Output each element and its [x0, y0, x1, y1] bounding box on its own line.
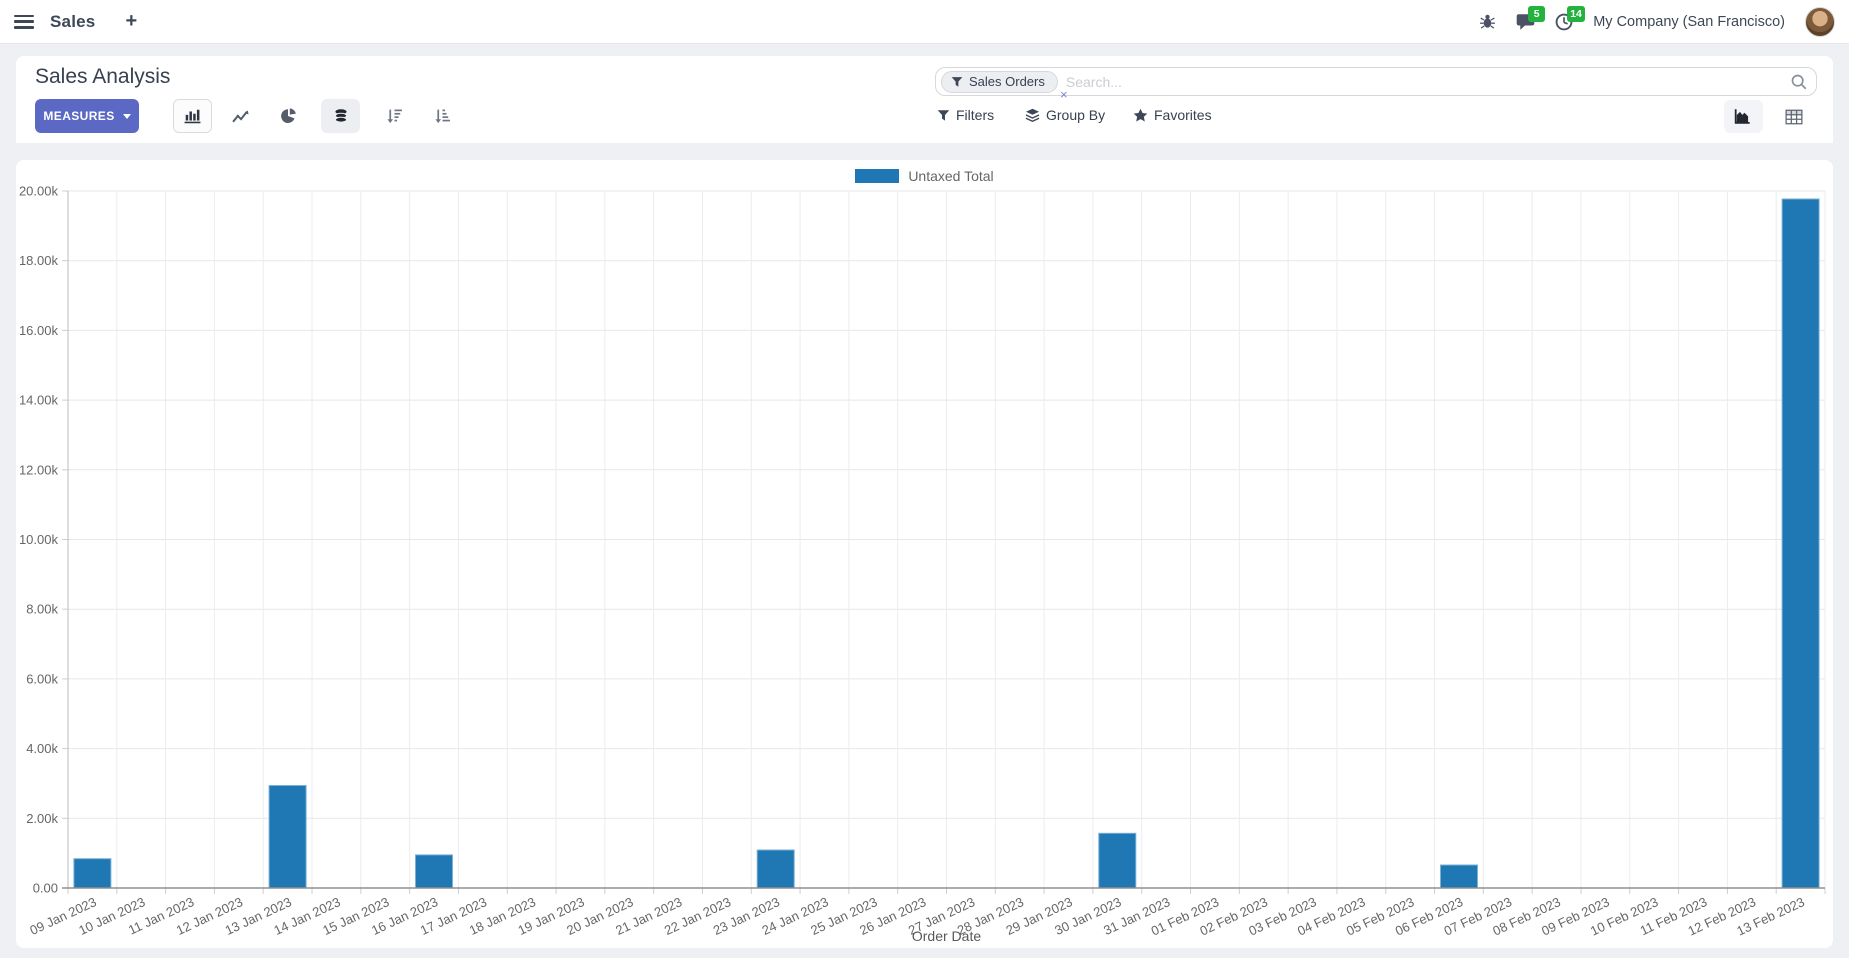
search-input[interactable]	[1065, 73, 1790, 90]
sort-ascending-icon	[435, 109, 450, 124]
measures-label: MEASURES	[43, 109, 115, 123]
bars	[73, 198, 1820, 889]
search-facet-sales-orders[interactable]: Sales Orders	[941, 70, 1058, 93]
debug-bug-icon[interactable]	[1479, 13, 1496, 30]
facet-label: Sales Orders	[969, 74, 1045, 89]
stacked-toggle-button[interactable]	[321, 99, 360, 133]
bar[interactable]	[1440, 864, 1478, 889]
x-axis-title: Order Date	[911, 928, 982, 944]
svg-text:16.00k: 16.00k	[19, 323, 59, 338]
facet-remove-button[interactable]: ×	[1060, 87, 1068, 102]
page-title: Sales Analysis	[35, 65, 171, 88]
funnel-icon	[951, 76, 963, 87]
legend-item-untaxed-total[interactable]: Untaxed Total	[16, 166, 1833, 186]
filters-label: Filters	[956, 107, 995, 123]
bar[interactable]	[1098, 832, 1137, 889]
svg-text:14.00k: 14.00k	[19, 393, 59, 408]
magnifier-icon[interactable]	[1790, 73, 1808, 91]
area-chart-view-icon	[1734, 109, 1750, 124]
new-tab-button[interactable]: +	[125, 10, 138, 32]
measures-dropdown-button[interactable]: MEASURES	[35, 99, 139, 133]
filters-button[interactable]: Filters	[937, 102, 994, 128]
gridlines	[68, 190, 1826, 888]
app-name[interactable]: Sales	[50, 11, 96, 31]
bar[interactable]	[415, 854, 453, 889]
favorites-button[interactable]: Favorites	[1133, 102, 1212, 128]
pivot-view-icon	[1785, 109, 1802, 124]
stacked-database-icon	[334, 108, 347, 123]
layers-icon	[1025, 108, 1040, 122]
sort-descending-icon	[387, 109, 402, 124]
svg-text:10.00k: 10.00k	[19, 532, 59, 547]
svg-text:6.00k: 6.00k	[26, 671, 58, 686]
control-panel: Sales Analysis MEASURES	[16, 56, 1833, 143]
chart-area: Untaxed Total 0.00 2.00k 4.00k 6.00k 8.00k 10…	[16, 160, 1833, 948]
graph-view-button[interactable]	[1724, 100, 1763, 133]
pivot-view-button[interactable]	[1774, 100, 1813, 133]
company-switcher[interactable]: My Company (San Francisco)	[1593, 13, 1785, 30]
hamburger-menu-icon[interactable]	[14, 14, 34, 29]
svg-text:20.00k: 20.00k	[19, 184, 59, 199]
axis-ticks	[62, 190, 1826, 894]
top-navbar: Sales + 5	[0, 0, 1849, 44]
svg-text:0.00: 0.00	[33, 881, 58, 896]
bar[interactable]	[1781, 198, 1820, 889]
pie-chart-icon	[280, 108, 296, 123]
activities-menu-button[interactable]: 14	[1555, 5, 1585, 31]
legend-label: Untaxed Total	[908, 168, 994, 184]
svg-text:2.00k: 2.00k	[26, 811, 58, 826]
bar[interactable]	[268, 785, 307, 889]
svg-text:12.00k: 12.00k	[19, 462, 59, 477]
pie-chart-type-button[interactable]	[269, 99, 308, 133]
activities-count-badge: 14	[1567, 5, 1585, 22]
legend-swatch	[855, 169, 900, 183]
user-avatar[interactable]	[1805, 6, 1835, 37]
svg-text:8.00k: 8.00k	[26, 602, 58, 617]
clock-icon	[1555, 13, 1573, 30]
bug-icon	[1480, 14, 1496, 29]
svg-text:18.00k: 18.00k	[19, 253, 59, 268]
star-icon	[1133, 108, 1148, 122]
sales-analysis-bar-chart: 0.00 2.00k 4.00k 6.00k 8.00k 10.00k 12.00k 14.0…	[19, 184, 1826, 939]
group-by-button[interactable]: Group By	[1025, 102, 1105, 128]
favorites-label: Favorites	[1154, 107, 1212, 123]
line-chart-icon	[232, 109, 249, 122]
y-axis-labels: 0.00 2.00k 4.00k 6.00k 8.00k 10.00k 12.00k 14.0…	[19, 184, 59, 896]
funnel-icon	[937, 109, 950, 121]
bar[interactable]	[73, 858, 112, 889]
sort-descending-button[interactable]	[375, 99, 414, 133]
sort-ascending-button[interactable]	[423, 99, 462, 133]
group-by-label: Group By	[1046, 107, 1106, 123]
svg-text:4.00k: 4.00k	[26, 741, 58, 756]
messages-menu-button[interactable]: 5	[1516, 5, 1546, 31]
line-chart-type-button[interactable]	[221, 99, 260, 133]
caret-down-icon	[122, 113, 131, 119]
bar[interactable]	[756, 849, 795, 889]
search-bar[interactable]: Sales Orders	[935, 67, 1817, 96]
messages-count-badge: 5	[1528, 5, 1546, 22]
bar-chart-icon	[184, 109, 201, 124]
bar-chart-type-button[interactable]	[173, 99, 212, 133]
